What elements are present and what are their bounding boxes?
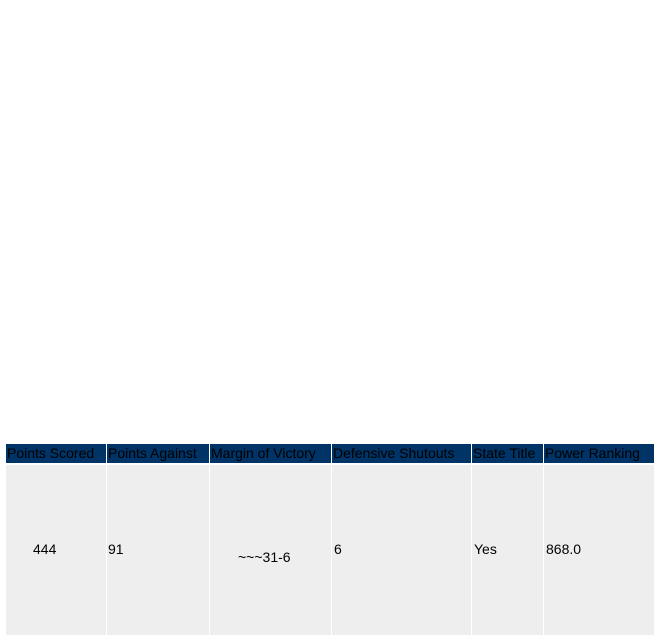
- cell-text: 6: [334, 541, 342, 557]
- header-cell: Points Against: [107, 444, 209, 463]
- cell-text: 444: [33, 541, 57, 557]
- body-cell: Yes: [472, 465, 543, 635]
- header-cell: Power Ranking: [544, 444, 654, 463]
- header-cell: Margin of Victory: [210, 444, 331, 463]
- cell-text: 91: [108, 541, 124, 557]
- body-cell: ~~~31-6: [210, 465, 331, 635]
- cell-text: Yes: [474, 541, 497, 557]
- cell-text: 868.0: [546, 541, 582, 557]
- header-cell: Points Scored: [6, 444, 106, 463]
- body-cell: 6: [332, 465, 471, 635]
- body-cell: 444: [6, 465, 106, 635]
- body-cell: 868.0: [544, 465, 654, 635]
- body-cell: 91: [107, 465, 209, 635]
- cell-text: ~~~31-6: [238, 549, 291, 565]
- header-cell: State Title: [472, 444, 543, 463]
- header-cell: Defensive Shutouts: [332, 444, 471, 463]
